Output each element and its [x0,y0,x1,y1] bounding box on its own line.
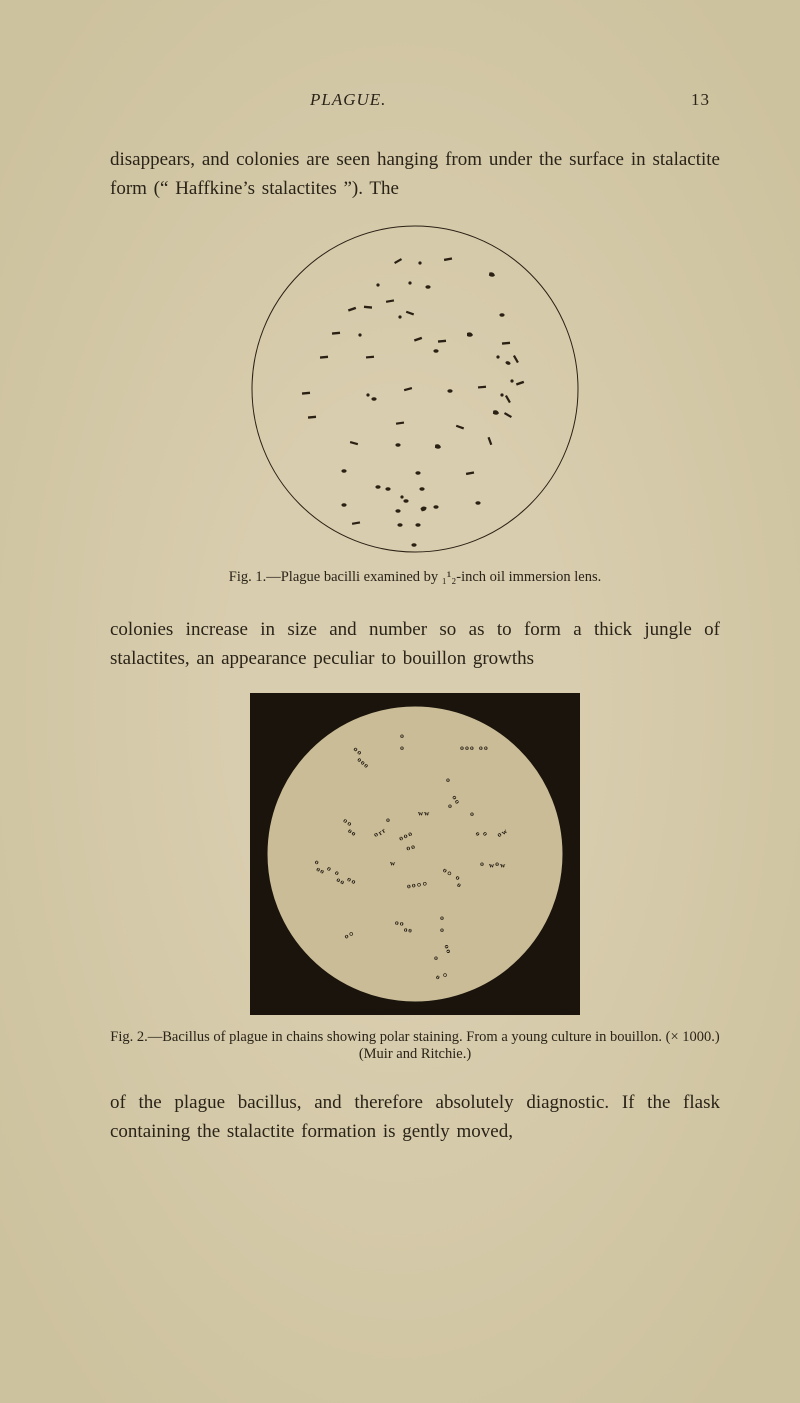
svg-text:º ʷºʷ: º ʷºʷ [480,860,506,874]
svg-text:º: º [386,816,391,830]
svg-text:º: º [400,744,405,758]
running-title: PLAGUE. [310,90,386,110]
paragraph-3: of the plague bacillus, and therefore ab… [110,1089,720,1146]
paragraph-2: colonies increase in size and number so … [110,616,720,673]
figure-2-caption: Fig. 2.—Bacillus of plague in chains sho… [110,1029,720,1063]
page-number: 13 [691,90,710,110]
svg-text:ʷ: ʷ [390,858,396,872]
figure-1 [110,223,720,555]
figure-1-caption: Fig. 1.—Plague bacilli examined by ₁¹₂-i… [110,569,720,586]
svg-text:º: º [448,802,453,816]
figure-2: ººₒₒₒººººº ººººººººₒₒºʷʷºₒººʳʳººººººʷºₒₒ… [110,693,720,1015]
page: PLAGUE. 13 disappears, and colonies are … [0,0,800,1403]
figure-1-svg [250,223,580,555]
svg-text:º: º [470,810,475,824]
svg-text:º: º [446,776,451,790]
svg-text:ººₒₒ: ººₒₒ [394,918,415,934]
running-head: PLAGUE. 13 [110,90,720,110]
svg-text:º: º [440,926,445,940]
svg-text:ʷʷ: ʷʷ [418,808,430,822]
figure-2-svg: ººₒₒₒººººº ººººººººₒₒºʷʷºₒººʳʳººººººʷºₒₒ… [250,693,580,1015]
svg-text:º: º [434,954,439,968]
svg-text:ººº ºº: ººº ºº [460,744,489,758]
paragraph-1: disappears, and colonies are seen hangin… [110,146,720,203]
